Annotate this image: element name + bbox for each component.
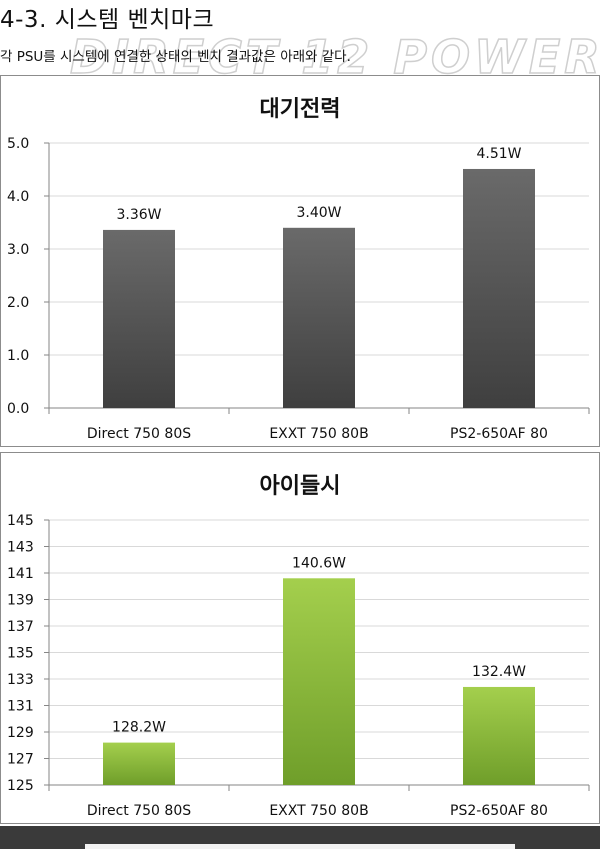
data-label: 4.51W	[476, 146, 521, 162]
bottom-image-strip	[0, 826, 600, 849]
y-tick-label: 0.0	[7, 401, 29, 417]
data-label: 3.36W	[116, 207, 161, 223]
idle-power-chart-svg: 아이들시 125 127 129 131 133 135 137 139 141 143 145 128…	[7, 474, 590, 819]
data-label: 128.2W	[112, 720, 166, 736]
y-tick-label: 145	[7, 513, 34, 529]
bar	[283, 227, 355, 408]
y-tick-label: 143	[7, 540, 34, 556]
intro-text: 각 PSU를 시스템에 연결한 상태의 벤치 결과값은 아래와 같다.	[0, 49, 351, 65]
x-tick-label: EXXT 750 80B	[269, 803, 368, 819]
bar	[463, 686, 535, 785]
y-tick-label: 127	[7, 752, 34, 768]
x-tick-label: EXXT 750 80B	[269, 426, 368, 442]
chart-title: 대기전력	[260, 97, 341, 122]
y-tick-label: 135	[7, 646, 34, 662]
y-tick-label: 125	[7, 778, 34, 794]
y-tick-label: 4.0	[7, 189, 29, 205]
bar	[103, 229, 175, 408]
standby-power-chart-svg: 대기전력 0.0 1.0 2.0 3.0 4.0 5.0 3.36W Direct 750 80…	[7, 97, 590, 442]
data-label: 132.4W	[472, 664, 526, 680]
standby-power-chart: 대기전력 0.0 1.0 2.0 3.0 4.0 5.0 3.36W Direct 750 80…	[0, 75, 600, 447]
x-tick-label: Direct 750 80S	[87, 426, 191, 442]
x-tick-label: PS2-650AF 80	[450, 426, 548, 442]
y-tick-label: 137	[7, 619, 34, 635]
bar	[103, 742, 175, 785]
page-heading: 4-3. 시스템 벤치마크	[0, 7, 215, 33]
data-label: 140.6W	[292, 555, 346, 571]
x-tick-label: Direct 750 80S	[87, 803, 191, 819]
y-tick-label: 129	[7, 725, 34, 741]
data-label: 3.40W	[296, 205, 341, 221]
y-tick-label: 2.0	[7, 295, 29, 311]
y-tick-label: 139	[7, 593, 34, 609]
idle-power-chart: 아이들시 125 127 129 131 133 135 137 139 141 143 145 128…	[0, 452, 600, 824]
bottom-strip-highlight	[85, 844, 515, 849]
y-tick-label: 3.0	[7, 242, 29, 258]
y-tick-label: 1.0	[7, 348, 29, 364]
chart-title: 아이들시	[260, 474, 341, 499]
bar	[283, 578, 355, 785]
bar	[463, 168, 535, 408]
y-tick-label: 141	[7, 566, 34, 582]
y-tick-label: 133	[7, 672, 34, 688]
y-tick-label: 131	[7, 699, 34, 715]
y-tick-label: 5.0	[7, 136, 29, 152]
x-tick-label: PS2-650AF 80	[450, 803, 548, 819]
